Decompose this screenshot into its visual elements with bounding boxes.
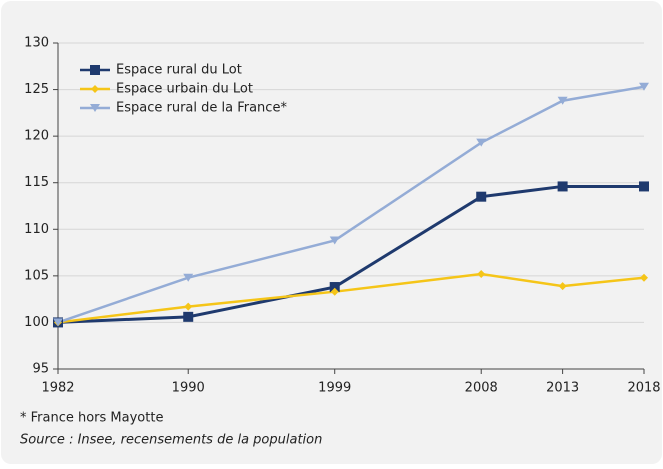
- y-tick-label: 95: [32, 362, 49, 377]
- series-line: [57, 184, 644, 324]
- marker: [640, 273, 648, 282]
- marker: [329, 236, 340, 245]
- footnote: * France hors Mayotte: [20, 411, 163, 426]
- y-tick-label: 100: [24, 315, 49, 330]
- x-tick-label: 1982: [41, 381, 74, 396]
- marker: [329, 282, 340, 293]
- x-tick-label: 2018: [627, 381, 660, 396]
- marker: [476, 191, 487, 202]
- y-tick-label: 130: [24, 36, 49, 51]
- legend-label: Espace urbain du Lot: [116, 82, 253, 97]
- marker: [476, 138, 487, 147]
- legend-label: Espace rural du Lot: [116, 63, 242, 78]
- marker: [330, 287, 339, 296]
- series-line: [57, 272, 645, 324]
- source: Source : Insee, recensements de la popul…: [20, 433, 322, 448]
- marker: [557, 181, 568, 192]
- x-tick-label: 2013: [546, 381, 579, 396]
- y-tick-label: 115: [24, 175, 49, 190]
- legend-label: Espace rural de la France*: [116, 101, 287, 116]
- legend-marker: [91, 85, 99, 93]
- marker: [639, 82, 649, 91]
- marker: [558, 282, 567, 291]
- y-tick-label: 120: [24, 129, 49, 144]
- marker: [53, 318, 63, 327]
- y-tick-label: 110: [24, 222, 49, 237]
- marker: [183, 273, 194, 282]
- y-tick-label: 105: [24, 268, 49, 283]
- y-tick-label: 125: [24, 82, 49, 97]
- x-tick-label: 1990: [172, 381, 205, 396]
- marker: [184, 302, 193, 311]
- marker: [557, 96, 568, 105]
- x-tick-label: 1999: [318, 381, 351, 396]
- marker: [477, 269, 486, 278]
- marker: [639, 181, 649, 192]
- legend-marker: [90, 65, 100, 75]
- legend-marker: [90, 104, 100, 112]
- series-line: [57, 85, 645, 324]
- x-tick-label: 2008: [465, 381, 498, 396]
- marker: [183, 311, 194, 322]
